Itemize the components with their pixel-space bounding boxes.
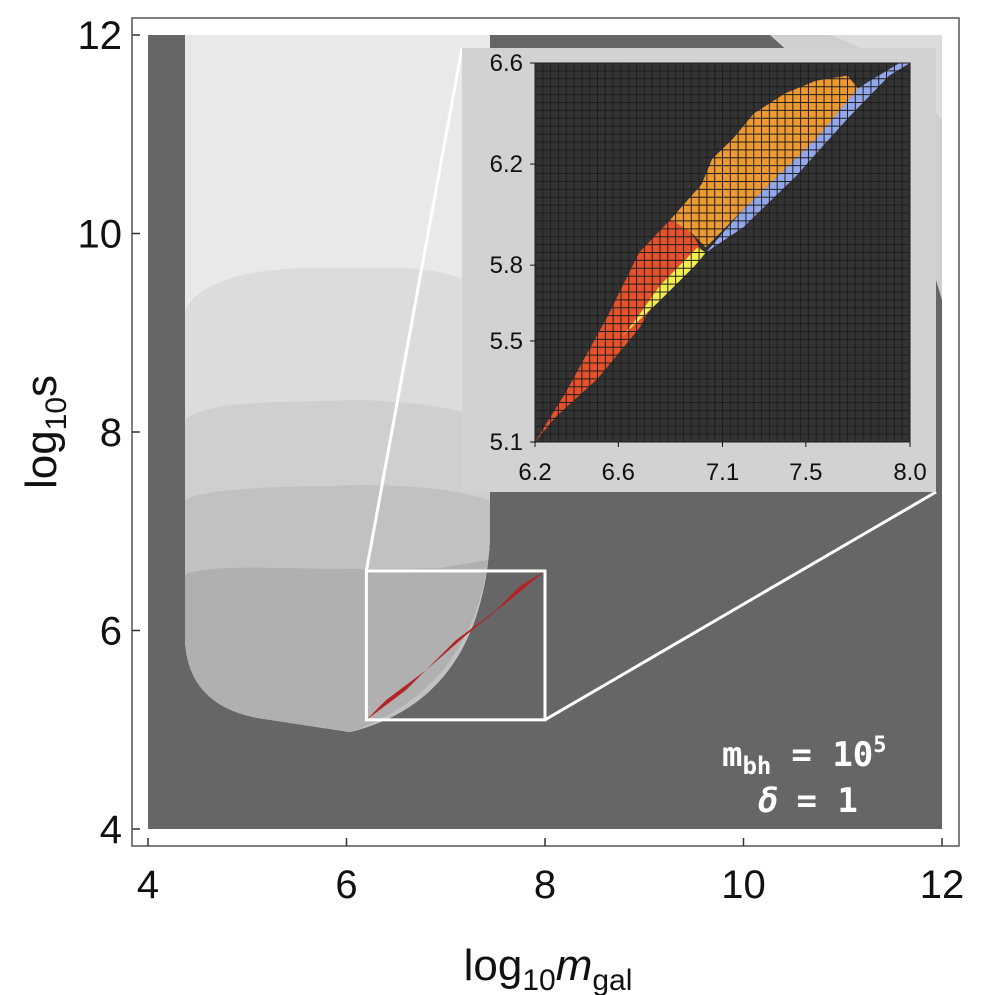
x-tick-label: 6 (335, 863, 357, 907)
inset-x-tick-label: 7.1 (706, 459, 739, 486)
parameter-annotation: mbh = 105 δ = 1 (722, 733, 887, 821)
x-tick-label: 4 (137, 863, 159, 907)
inset-grid (534, 62, 911, 443)
y-tick-label: 4 (100, 808, 122, 852)
zoom-connector-lines (364, 47, 937, 722)
inset-y-tick-label: 6.6 (490, 50, 523, 77)
inset-x-tick-label: 7.5 (789, 459, 822, 486)
x-tick-label: 8 (534, 863, 556, 907)
inset-y-tick-label: 5.8 (490, 252, 523, 279)
svg-text:δ= 1: δ = 1 (758, 781, 858, 821)
svg-text:mbh= 105: mbh = 105 (722, 733, 887, 780)
contour-band-5 (185, 560, 488, 732)
x-axis-label: log10mgal (464, 941, 633, 995)
y-axis-ticks: 4 6 8 10 12 (78, 14, 140, 852)
inset-x-tick-label: 6.2 (518, 459, 551, 486)
connector-line-bottom (544, 490, 937, 722)
y-tick-label: 12 (78, 14, 123, 58)
y-tick-label: 10 (78, 213, 123, 257)
connector-line-top (364, 47, 464, 572)
x-axis-ticks: 4 6 8 10 12 (137, 838, 964, 907)
inset-plot: 6.2 6.6 7.1 7.5 8.0 5.1 5.5 5.8 6.2 6.6 (462, 48, 936, 492)
inset-x-tick-label: 8.0 (893, 459, 926, 486)
inset-y-tick-label: 5.1 (490, 429, 523, 456)
y-axis-label: log10s (17, 375, 73, 489)
y-tick-label: 6 (100, 610, 122, 654)
x-tick-label: 12 (920, 863, 965, 907)
inset-x-tick-label: 6.6 (602, 459, 635, 486)
viable-region-red (366, 570, 545, 720)
y-tick-label: 8 (100, 411, 122, 455)
inset-y-tick-label: 5.5 (490, 328, 523, 355)
x-tick-label: 10 (721, 863, 766, 907)
zoom-box (364, 569, 547, 722)
inset-y-tick-label: 6.2 (490, 151, 523, 178)
